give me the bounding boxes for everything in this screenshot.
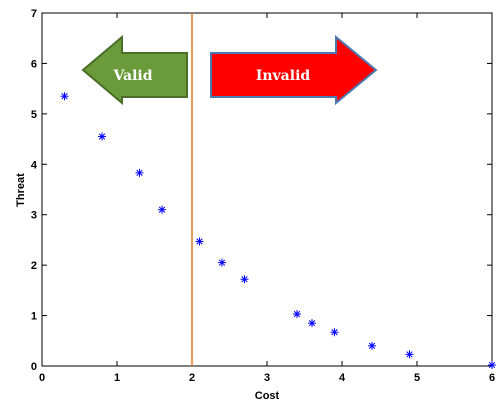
y-tick-label: 3 — [31, 210, 37, 222]
x-axis-title: Cost — [255, 390, 280, 402]
annotations: Valid Invalid — [81, 34, 378, 106]
data-point — [195, 237, 204, 246]
data-point — [98, 132, 106, 141]
x-tick-label: 3 — [264, 372, 270, 384]
data-point — [158, 205, 166, 214]
y-axis-title: Threat — [15, 173, 27, 207]
x-tick-label: 2 — [189, 372, 195, 384]
y-tick-label: 5 — [31, 109, 37, 121]
annotation-arrow-right — [210, 34, 378, 106]
x-tick-label: 6 — [489, 372, 495, 384]
data-point — [330, 328, 339, 337]
data-point — [308, 319, 316, 328]
data-point — [405, 350, 414, 359]
data-points — [60, 92, 496, 369]
x-tick-label: 4 — [339, 372, 346, 384]
annotation-label-right: Invalid — [256, 68, 311, 84]
y-ticks: 0 1 2 3 4 5 6 7 — [31, 8, 492, 373]
x-tick-label: 0 — [39, 372, 45, 384]
y-tick-label: 0 — [31, 361, 37, 373]
y-tick-label: 6 — [31, 58, 37, 70]
annotation-label-left: Valid — [112, 68, 152, 84]
data-point — [488, 360, 496, 369]
y-tick-label: 4 — [31, 159, 38, 171]
data-point — [135, 168, 144, 177]
annotation-arrow-left — [81, 34, 188, 106]
data-point — [240, 275, 249, 284]
x-tick-label: 5 — [414, 372, 420, 384]
x-tick-label: 1 — [114, 372, 120, 384]
y-tick-label: 1 — [31, 311, 37, 323]
y-tick-label: 2 — [31, 260, 37, 272]
y-tick-label: 7 — [31, 8, 37, 20]
data-point — [293, 310, 301, 319]
data-point — [60, 92, 69, 101]
data-point — [218, 258, 226, 267]
data-point — [368, 341, 376, 350]
